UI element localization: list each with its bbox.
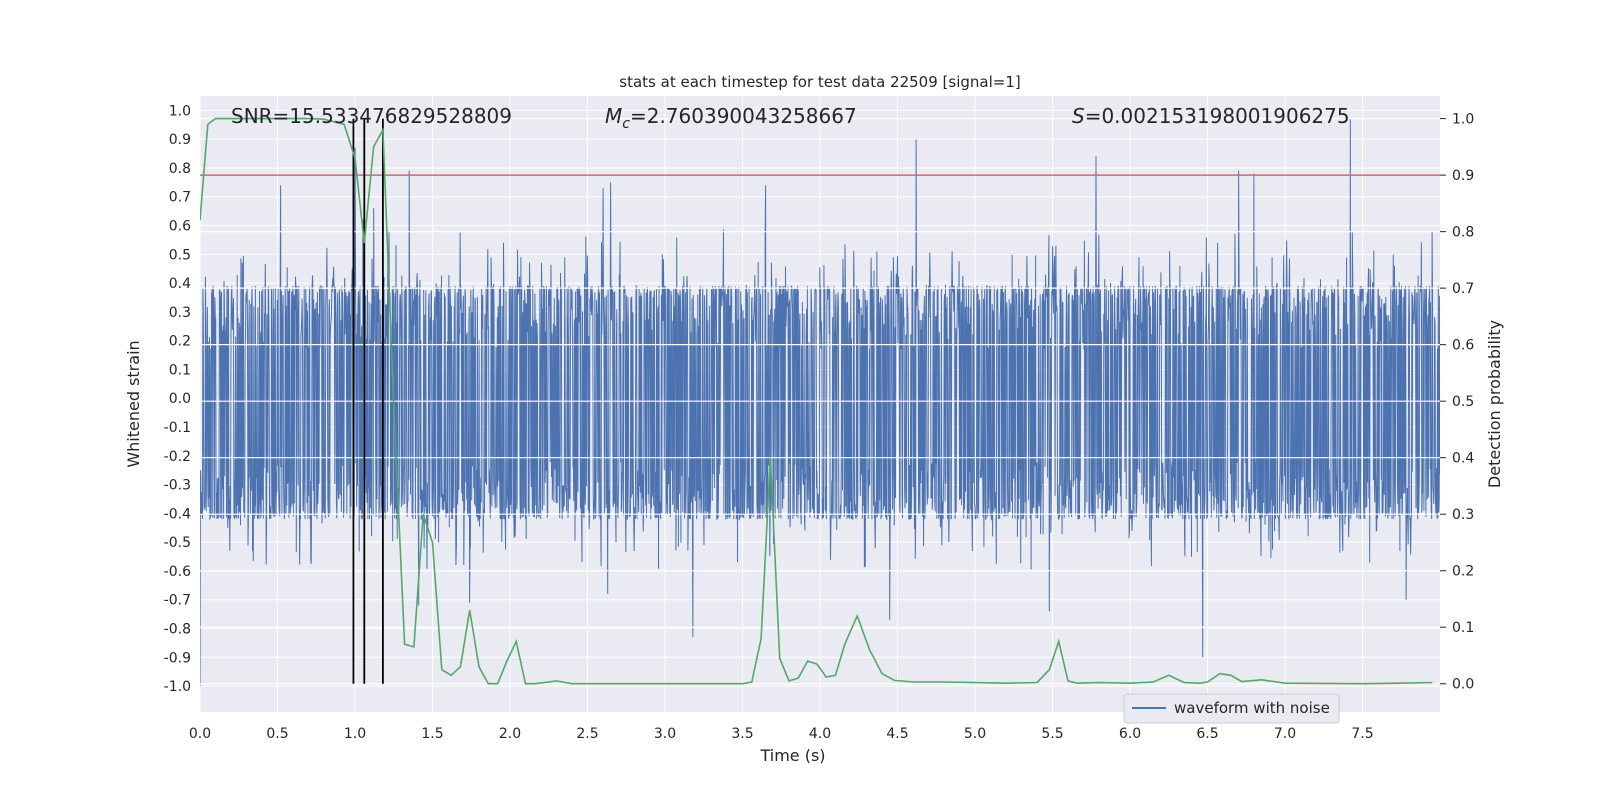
x-tick-label: 1.5 bbox=[421, 726, 443, 742]
x-tick-label: 6.5 bbox=[1196, 726, 1218, 742]
y-tick-label-left: 0.8 bbox=[169, 161, 191, 177]
x-tick-label: 2.5 bbox=[576, 726, 598, 742]
y-tick-label-left: -0.8 bbox=[164, 622, 191, 638]
y-tick-label-left: -0.5 bbox=[164, 535, 191, 551]
x-axis-label: Time (s) bbox=[759, 746, 825, 765]
y-tick-label-left: -0.6 bbox=[164, 564, 191, 580]
x-tick-label: 7.5 bbox=[1351, 726, 1373, 742]
x-tick-label: 2.0 bbox=[499, 726, 521, 742]
x-tick-label: 4.0 bbox=[809, 726, 831, 742]
y-tick-label-left: 0.7 bbox=[169, 190, 191, 206]
x-tick-label: 7.0 bbox=[1274, 726, 1296, 742]
x-tick-label: 3.0 bbox=[654, 726, 676, 742]
detection-probability-series bbox=[200, 117, 1433, 685]
y-tick-label-left: 0.1 bbox=[169, 362, 191, 378]
x-tick-label: 4.5 bbox=[886, 726, 908, 742]
x-tick-label: 0.5 bbox=[266, 726, 288, 742]
y-tick-label-left: 0.3 bbox=[169, 305, 191, 321]
y-tick-label-right: 0.0 bbox=[1452, 677, 1474, 693]
right-axis-label: Detection probability bbox=[1485, 320, 1504, 488]
y-tick-label-left: 0.0 bbox=[169, 391, 191, 407]
y-tick-label-left: -0.4 bbox=[164, 506, 191, 522]
y-tick-label-right: 0.8 bbox=[1452, 225, 1474, 241]
legend: waveform with noise bbox=[1123, 693, 1340, 724]
y-tick-label-left: 1.0 bbox=[169, 103, 191, 119]
y-tick-label-right: 0.6 bbox=[1452, 338, 1474, 354]
y-tick-label-left: -0.3 bbox=[164, 478, 191, 494]
legend-box bbox=[1123, 693, 1340, 724]
chirp-mass-value: =2.760390043258667 bbox=[630, 104, 857, 128]
s-symbol: S bbox=[1072, 104, 1085, 128]
y-tick-label-right: 0.5 bbox=[1452, 394, 1474, 410]
waveform-series bbox=[200, 118, 1440, 687]
y-tick-label-left: -1.0 bbox=[164, 679, 191, 695]
x-tick-label: 6.0 bbox=[1119, 726, 1141, 742]
chirp-mass-annotation: Mc=2.760390043258667 bbox=[605, 104, 857, 132]
x-tick-label: 5.0 bbox=[964, 726, 986, 742]
x-tick-label: 5.5 bbox=[1041, 726, 1063, 742]
y-tick-label-left: -0.7 bbox=[164, 593, 191, 609]
y-tick-label-left: -0.1 bbox=[164, 420, 191, 436]
x-tick-label: 3.5 bbox=[731, 726, 753, 742]
y-tick-label-left: 0.2 bbox=[169, 334, 191, 350]
y-tick-label-left: 0.9 bbox=[169, 132, 191, 148]
y-tick-label-left: 0.5 bbox=[169, 247, 191, 263]
y-tick-label-right: 0.1 bbox=[1452, 620, 1474, 636]
y-tick-label-left: -0.9 bbox=[164, 650, 191, 666]
snr-annotation: SNR=15.533476829528809 bbox=[231, 104, 512, 128]
x-axis: 0.0 0.5 1.0 1.5 2.0 2.5 3.0 3.5 4.0 4.5 5.0 5.5 6.0 6… bbox=[189, 726, 1374, 742]
x-tick-label: 1.0 bbox=[344, 726, 366, 742]
y-tick-label-right: 0.3 bbox=[1452, 507, 1474, 523]
s-value: =0.002153198001906275 bbox=[1085, 104, 1350, 128]
y-tick-label-right: 0.7 bbox=[1452, 281, 1474, 297]
chirp-mass-symbol: M bbox=[605, 104, 622, 128]
chart-title: stats at each timestep for test data 225… bbox=[619, 73, 1020, 91]
left-axis-label: Whitened strain bbox=[124, 340, 143, 467]
right-axis: 1.0 0.9 0.8 0.7 0.6 0.5 0.4 0.3 0.2 0.1 0.0 bbox=[1440, 112, 1474, 693]
s-annotation: S=0.002153198001906275 bbox=[1072, 104, 1350, 128]
x-tick-label: 0.0 bbox=[189, 726, 211, 742]
legend-label: waveform with noise bbox=[1174, 699, 1330, 717]
y-tick-label-right: 0.2 bbox=[1452, 564, 1474, 580]
y-tick-label-right: 0.9 bbox=[1452, 168, 1474, 184]
y-tick-label-right: 1.0 bbox=[1452, 112, 1474, 128]
y-tick-label-right: 0.4 bbox=[1452, 451, 1474, 467]
left-axis: 1.0 0.9 0.8 0.7 0.6 0.5 0.4 0.3 0.2 0.1 0.0 -0.1 -0.… bbox=[164, 103, 191, 695]
y-tick-label-left: 0.6 bbox=[169, 219, 191, 235]
vertical-markers bbox=[352, 118, 384, 684]
y-tick-label-left: -0.2 bbox=[164, 449, 191, 465]
y-tick-label-left: 0.4 bbox=[169, 276, 191, 292]
chirp-mass-subscript: c bbox=[622, 116, 630, 132]
